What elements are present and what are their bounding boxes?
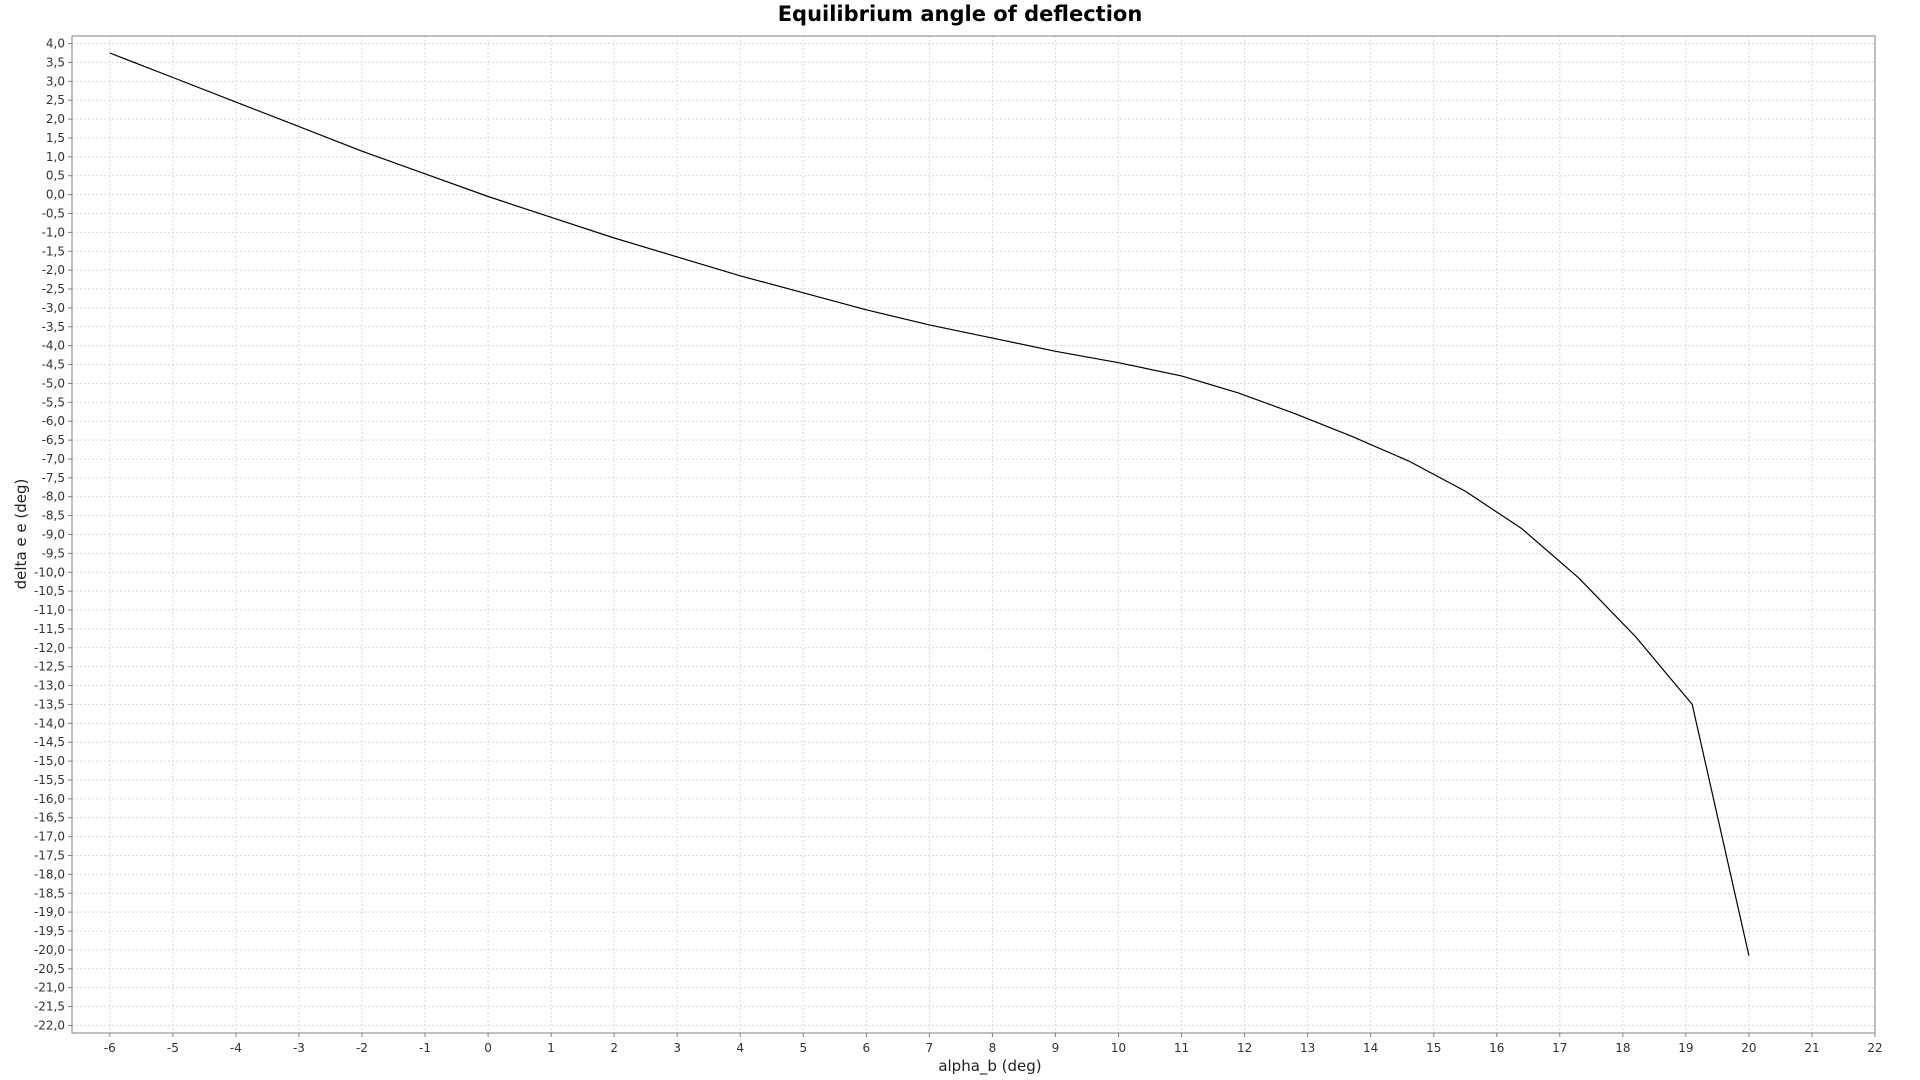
- x-tick-label: 2: [610, 1041, 618, 1055]
- x-tick-label: -4: [230, 1041, 242, 1055]
- y-tick-label: -4,0: [42, 339, 65, 353]
- y-tick-label: -15,0: [34, 754, 65, 768]
- y-tick-label: 2,5: [46, 93, 65, 107]
- y-tick-label: -15,5: [34, 773, 65, 787]
- x-tick-label: 8: [989, 1041, 997, 1055]
- x-tick-label: 3: [673, 1041, 681, 1055]
- y-tick-label: -13,0: [34, 679, 65, 693]
- y-tick-label: -7,5: [42, 471, 65, 485]
- x-tick-label: 18: [1615, 1041, 1630, 1055]
- x-tick-label: -2: [356, 1041, 368, 1055]
- x-tick-label: 13: [1300, 1041, 1315, 1055]
- y-tick-label: -1,0: [42, 225, 65, 239]
- y-tick-label: -6,0: [42, 414, 65, 428]
- x-axis-label: alpha_b (deg): [938, 1057, 1041, 1076]
- y-tick-label: -4,5: [42, 358, 65, 372]
- x-tick-label: 22: [1867, 1041, 1882, 1055]
- y-tick-label: -10,0: [34, 565, 65, 579]
- y-tick-label: 3,0: [46, 74, 65, 88]
- x-tick-label: 16: [1489, 1041, 1504, 1055]
- y-tick-label: -14,5: [34, 735, 65, 749]
- y-tick-label: -9,5: [42, 546, 65, 560]
- x-tick-label: -6: [104, 1041, 116, 1055]
- y-tick-label: -6,5: [42, 433, 65, 447]
- x-tick-label: 10: [1111, 1041, 1126, 1055]
- x-tick-label: 12: [1237, 1041, 1252, 1055]
- x-tick-label: 14: [1363, 1041, 1378, 1055]
- y-tick-label: -5,5: [42, 395, 65, 409]
- y-tick-label: -3,5: [42, 320, 65, 334]
- x-tick-label: -5: [167, 1041, 179, 1055]
- y-tick-label: 2,0: [46, 112, 65, 126]
- y-tick-label: -7,0: [42, 452, 65, 466]
- y-tick-label: 0,5: [46, 169, 65, 183]
- x-tick-label: 4: [736, 1041, 744, 1055]
- y-tick-label: 1,5: [46, 131, 65, 145]
- y-tick-label: -5,0: [42, 376, 65, 390]
- series-layer: [109, 52, 1750, 956]
- x-tick-label: 9: [1052, 1041, 1060, 1055]
- y-tick-label: 3,5: [46, 55, 65, 69]
- y-tick-label: -12,0: [34, 641, 65, 655]
- tick-layer: 4,0 3,5 3,0 2,5 2,0 1,5 1,0 0,5 0,0 -0,5 -1,0 -1,5 -…: [34, 37, 1883, 1055]
- x-tick-label: 6: [863, 1041, 871, 1055]
- y-tick-label: -1,5: [42, 244, 65, 258]
- chart-title: Equilibrium angle of deflection: [777, 2, 1143, 26]
- y-tick-label: 1,0: [46, 150, 65, 164]
- x-tick-label: 21: [1804, 1041, 1819, 1055]
- y-tick-label: -16,5: [34, 811, 65, 825]
- x-tick-label: -3: [293, 1041, 305, 1055]
- plot-frame: [71, 35, 1876, 1034]
- x-tick-label: 1: [547, 1041, 555, 1055]
- y-tick-label: -22,0: [34, 1018, 65, 1032]
- y-tick-label: -18,0: [34, 867, 65, 881]
- y-tick-label: -21,0: [34, 981, 65, 995]
- y-tick-label: -19,5: [34, 924, 65, 938]
- y-axis-label: delta e e (deg): [12, 479, 30, 590]
- y-tick-label: 0,0: [46, 188, 65, 202]
- grid-layer: [72, 36, 1876, 1033]
- y-tick-label: -16,0: [34, 792, 65, 806]
- x-tick-label: 11: [1174, 1041, 1189, 1055]
- x-tick-label: 17: [1552, 1041, 1567, 1055]
- y-tick-label: -2,0: [42, 263, 65, 277]
- y-tick-label: -11,5: [34, 622, 65, 636]
- y-tick-label: -14,0: [34, 716, 65, 730]
- x-tick-label: 19: [1678, 1041, 1693, 1055]
- y-tick-label: -2,5: [42, 282, 65, 296]
- y-tick-label: -13,5: [34, 697, 65, 711]
- x-tick-label: 15: [1426, 1041, 1441, 1055]
- y-tick-label: -8,0: [42, 490, 65, 504]
- y-tick-label: -9,0: [42, 528, 65, 542]
- y-tick-label: -0,5: [42, 206, 65, 220]
- series-line: [109, 52, 1750, 956]
- y-tick-label: -17,5: [34, 849, 65, 863]
- y-tick-label: -12,5: [34, 660, 65, 674]
- y-tick-label: -21,5: [34, 1000, 65, 1014]
- y-tick-label: -20,0: [34, 943, 65, 957]
- y-tick-label: -10,5: [34, 584, 65, 598]
- y-tick-label: -17,0: [34, 830, 65, 844]
- y-tick-label: -20,5: [34, 962, 65, 976]
- y-tick-label: -19,0: [34, 905, 65, 919]
- y-tick-label: -3,0: [42, 301, 65, 315]
- y-tick-label: -8,5: [42, 509, 65, 523]
- y-tick-label: -18,5: [34, 886, 65, 900]
- x-tick-label: 5: [799, 1041, 807, 1055]
- y-tick-label: -11,0: [34, 603, 65, 617]
- x-tick-label: 0: [484, 1041, 492, 1055]
- x-tick-label: 7: [926, 1041, 934, 1055]
- y-tick-label: 4,0: [46, 37, 65, 51]
- x-tick-label: 20: [1741, 1041, 1756, 1055]
- x-tick-label: -1: [419, 1041, 431, 1055]
